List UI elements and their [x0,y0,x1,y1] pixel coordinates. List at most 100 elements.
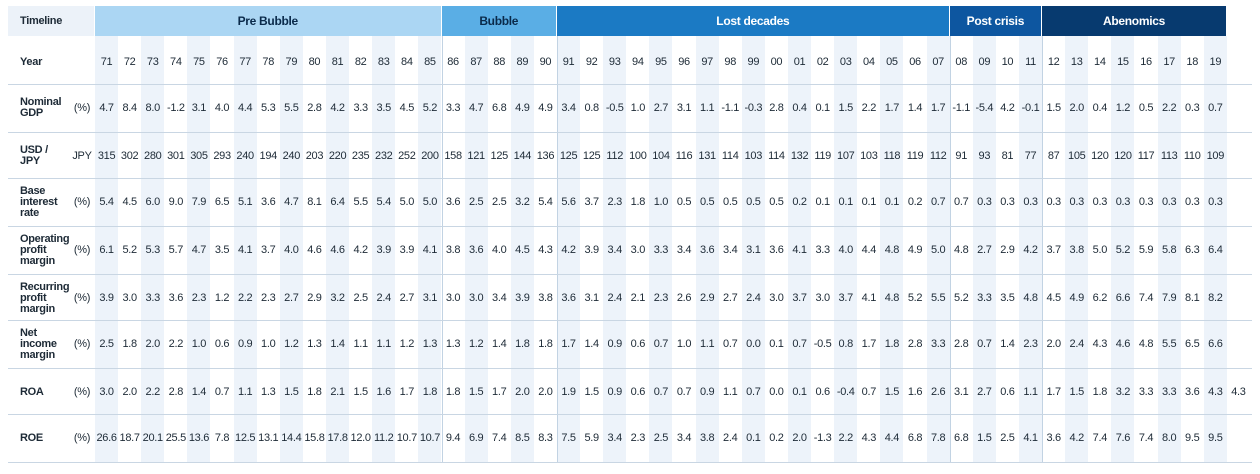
data-cell: 04 [863,56,875,68]
data-cell: -1.3 [813,432,832,444]
data-cell: 4.0 [284,244,299,256]
data-cell: 4.3 [538,244,553,256]
data-cell: 3.3 [815,244,830,256]
data-cell: 0.9 [237,338,253,350]
data-cell: 4.2 [330,102,345,114]
data-cell: 114 [768,150,785,162]
data-cell: 3.6 [468,244,484,256]
data-cell: 301 [167,150,185,162]
data-cell: 0.9 [607,386,623,398]
data-cell: 11.2 [374,432,394,444]
data-cell: -1.1 [952,102,971,114]
data-cell: 2.0 [515,386,530,398]
data-cell: 1.5 [353,386,368,398]
era-separator [441,36,443,462]
data-cell: 112 [606,150,624,162]
data-cell: 3.9 [376,244,392,256]
data-cell: 3.6 [445,196,461,208]
data-cell: 9.5 [1208,432,1223,444]
data-cell: 8.2 [1208,292,1223,304]
data-cell: 3.3 [930,338,946,350]
data-cell: 0.3 [1092,196,1108,208]
data-cell: 0.4 [1092,102,1108,114]
column-stripe [557,36,581,462]
data-cell: -5.4 [975,102,994,114]
data-cell: 12 [1047,56,1060,68]
row-label: ROA [20,385,44,398]
row-unit: (%) [73,386,91,398]
data-cell: 2.3 [607,196,623,208]
data-cell: 3.4 [607,432,623,444]
data-cell: 0.7 [676,386,692,398]
data-cell: 1.5 [884,386,900,398]
data-cell: 0.3 [1046,196,1061,208]
data-cell: 5.2 [122,244,137,256]
data-cell: 1.8 [422,386,438,398]
data-cell: 3.6 [261,196,276,208]
row-label: ROE [20,431,43,444]
column-stripe [649,36,673,462]
data-cell: 3.0 [468,292,484,304]
data-cell: 4.3 [1092,338,1108,350]
data-cell: 1.0 [630,102,646,114]
data-cell: 1.1 [1023,386,1038,398]
data-cell: 0.1 [769,338,784,350]
data-cell: 0.3 [1208,196,1223,208]
data-cell: 0.9 [699,386,715,398]
row-label: Net income margin [20,326,57,361]
data-cell: 4.6 [307,244,322,256]
data-cell: 0.5 [746,196,761,208]
data-cell: 96 [678,56,690,68]
row-label: Recurring profit margin [20,280,70,315]
data-cell: 3.6 [561,292,576,304]
data-cell: 4.2 [353,244,368,256]
data-cell: 95 [655,56,667,68]
data-cell: 1.2 [284,338,299,350]
data-cell: 1.7 [884,102,900,114]
data-cell: 2.7 [977,244,992,256]
data-cell: 4.2 [1023,244,1038,256]
column-stripe [741,36,765,462]
data-cell: 3.9 [584,244,599,256]
data-cell: 1.8 [307,386,322,398]
data-cell: 1.8 [122,338,137,350]
data-cell: 7.5 [561,432,576,444]
data-cell: 2.7 [977,386,992,398]
data-cell: 08 [955,56,968,68]
data-cell: 0.7 [1208,102,1223,114]
data-cell: 87 [470,56,482,68]
data-cell: 0.7 [723,338,738,350]
data-cell: 2.3 [261,292,276,304]
era-separator [949,36,951,462]
data-cell: 0.0 [769,386,784,398]
column-stripe [187,36,211,462]
data-cell: 8.1 [1185,292,1200,304]
data-cell: 0.6 [214,338,230,350]
data-cell: 3.6 [168,292,184,304]
data-cell: 119 [814,150,831,162]
data-cell: 2.5 [653,432,669,444]
data-cell: 2.7 [284,292,299,304]
data-cell: 73 [146,56,159,68]
data-cell: 3.0 [122,292,137,304]
data-cell: 6.4 [330,196,345,208]
data-cell: 79 [285,56,298,68]
data-cell: -0.4 [836,386,855,398]
data-cell: 7.4 [492,432,507,444]
data-cell: 3.5 [214,244,230,256]
data-cell: 4.2 [1069,432,1085,444]
data-cell: 0.3 [977,196,992,208]
data-cell: 2.1 [630,292,646,304]
data-cell: 1.5 [838,102,854,114]
row-label: USD / JPY [20,144,48,167]
data-cell: 3.7 [1046,244,1061,256]
data-cell: 6.6 [1115,292,1131,304]
data-cell: 4.0 [838,244,854,256]
data-cell: 5.0 [930,244,946,256]
data-cell: 6.9 [468,432,484,444]
data-cell: 5.8 [1161,244,1177,256]
data-cell: 9.5 [1185,432,1200,444]
data-cell: 4.8 [1138,338,1154,350]
data-cell: 0.7 [930,196,946,208]
data-cell: 305 [190,150,208,162]
